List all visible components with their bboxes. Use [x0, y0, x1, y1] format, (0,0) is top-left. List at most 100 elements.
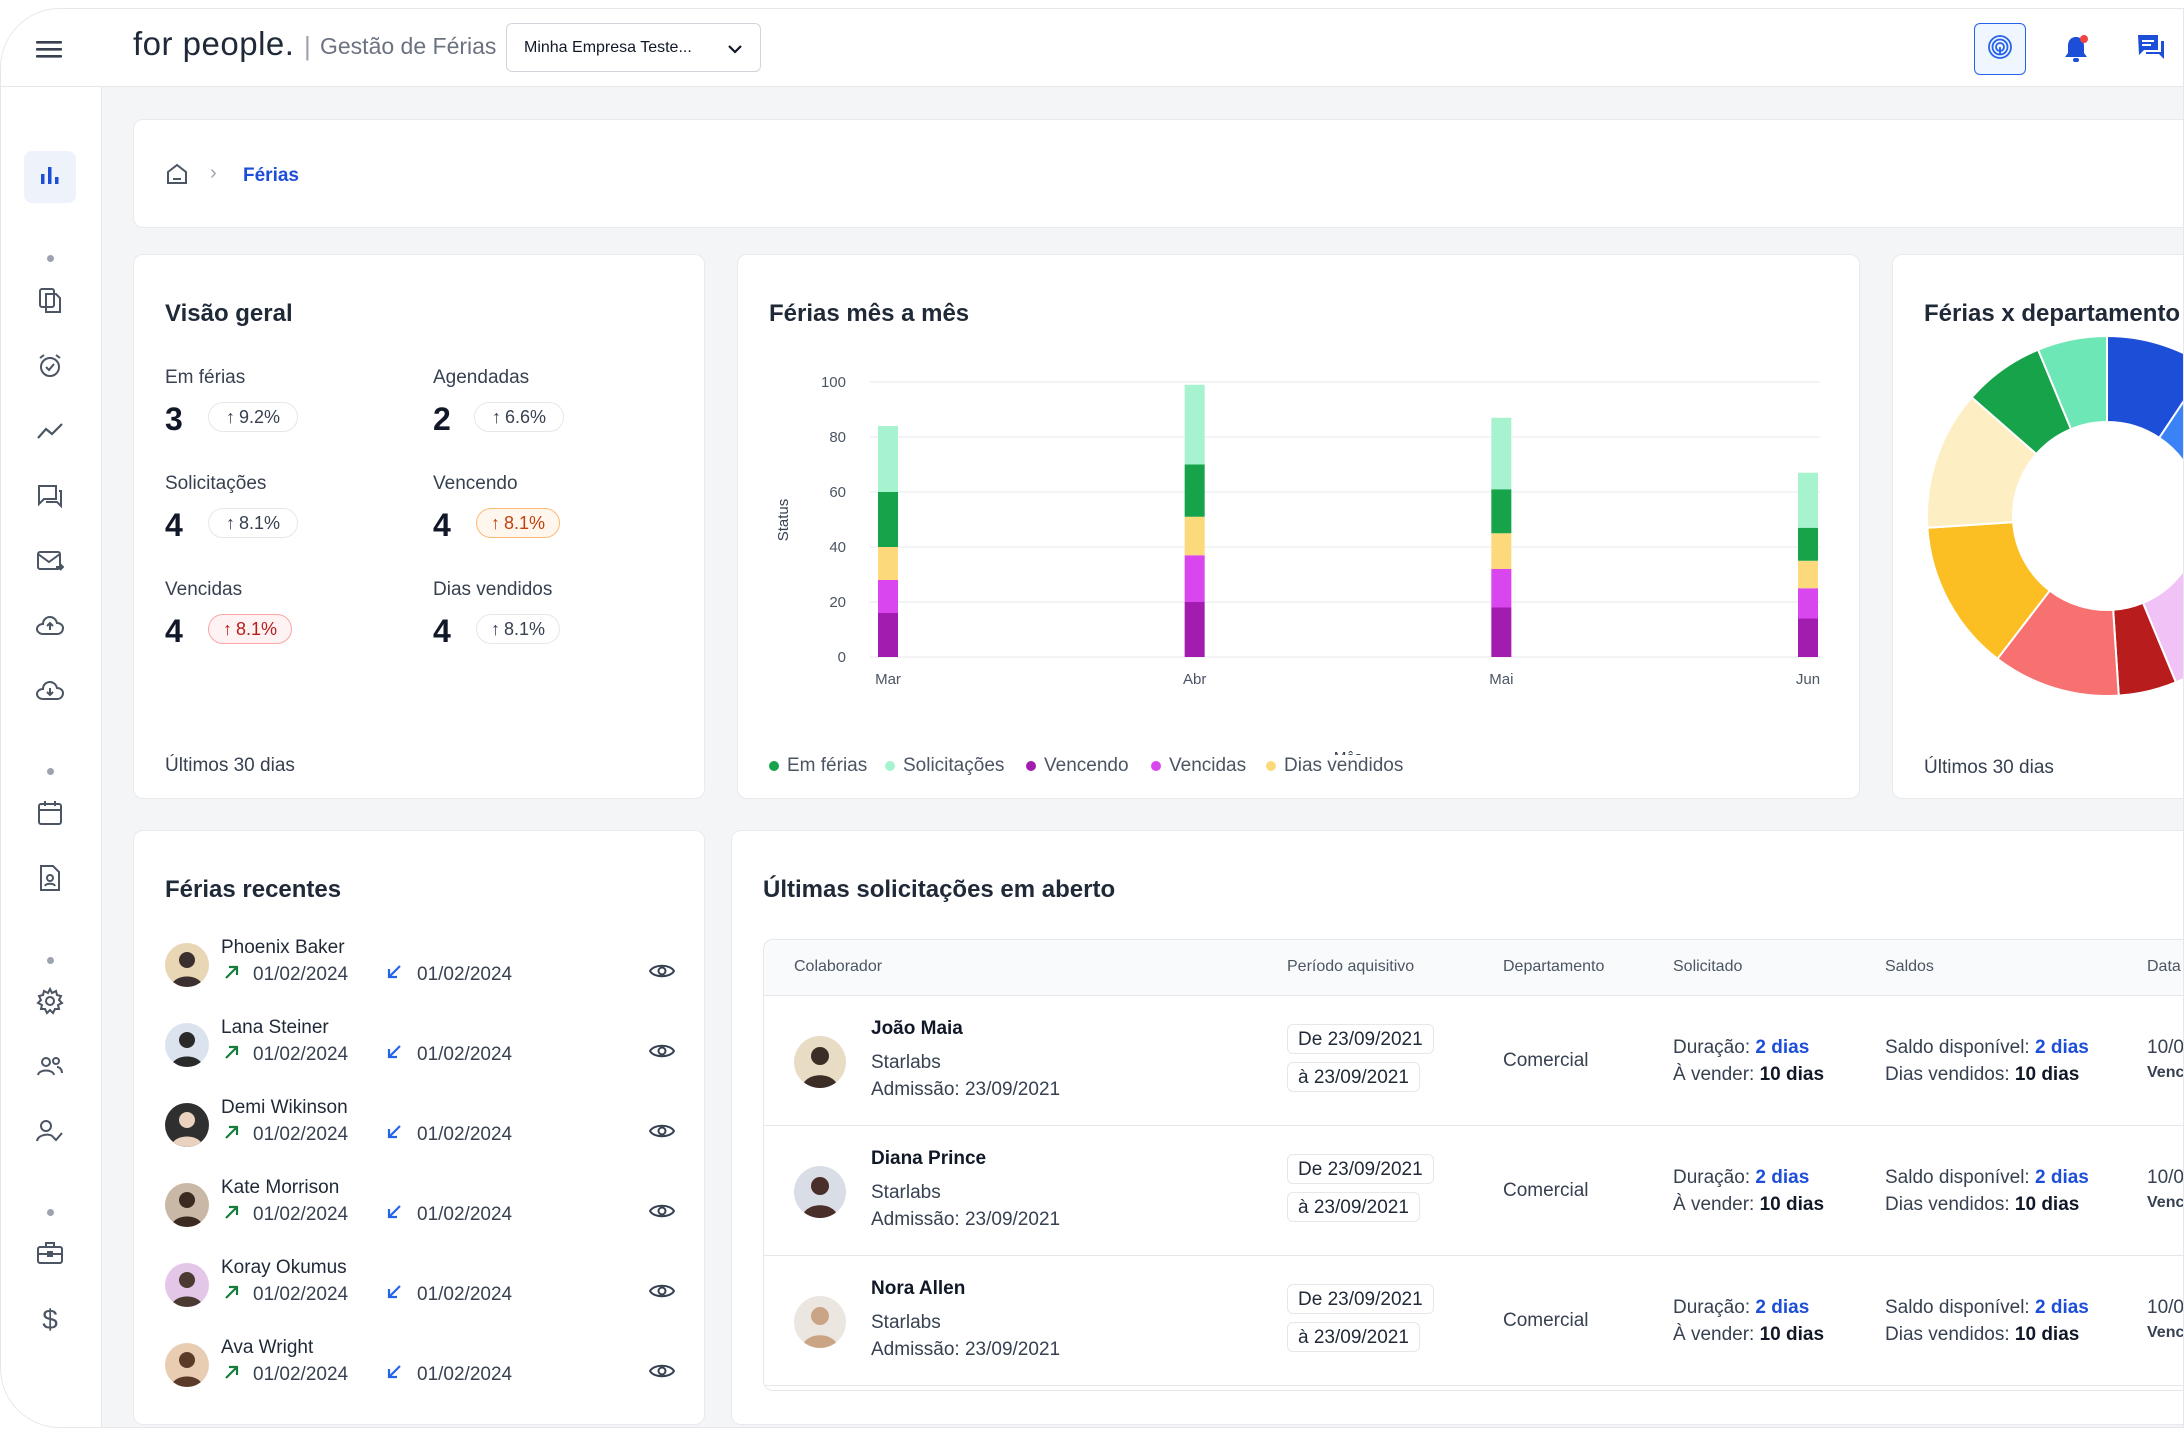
- bar-segment: [1184, 602, 1205, 657]
- sidebar-item-documents[interactable]: [27, 280, 73, 326]
- bar-segment: [878, 492, 898, 547]
- menu-icon[interactable]: [31, 31, 67, 67]
- sold-value: 10 dias: [2014, 1194, 2080, 1215]
- bar-segment: [1798, 527, 1818, 561]
- period-from: De 23/09/2021: [1287, 1024, 1434, 1054]
- overview-title: Visão geral: [165, 300, 293, 327]
- column-header[interactable]: Departamento: [1503, 958, 1605, 975]
- arrow-up-icon: ↑: [225, 512, 235, 533]
- eye-icon[interactable]: [648, 1201, 677, 1225]
- legend-dot: [1026, 761, 1036, 771]
- sidebar-separator: [47, 255, 54, 262]
- sold-days: Dias vendidos: 10 dias: [1885, 1064, 2079, 1086]
- eye-icon[interactable]: [648, 1281, 677, 1305]
- sidebar-item-settings[interactable]: [27, 980, 73, 1026]
- notifications-button[interactable]: [2056, 31, 2096, 71]
- documents-icon: [37, 287, 63, 320]
- sidebar-item-download[interactable]: [27, 670, 73, 716]
- bar-segment: [1184, 555, 1205, 602]
- requested-duration: Duração: 2 dias: [1673, 1037, 1809, 1059]
- employee-name: Demi Wikinson: [221, 1097, 348, 1118]
- sidebar-item-calendar[interactable]: [27, 792, 73, 838]
- open-requests-title: Últimas solicitações em aberto: [763, 876, 1116, 903]
- department-chart-title: Férias x departamento: [1924, 300, 2181, 327]
- sidebar-separator: [47, 768, 54, 775]
- start-date: 01/02/2024: [253, 1284, 349, 1305]
- eye-icon[interactable]: [648, 1121, 677, 1145]
- stat-change-badge: ↑ 9.2%: [208, 402, 298, 432]
- company-select-value: Minha Empresa Teste...: [524, 39, 692, 56]
- breadcrumb-current[interactable]: Férias: [243, 165, 299, 186]
- donut-chart: [1926, 335, 2183, 697]
- arrow-down-left-icon: [384, 962, 404, 987]
- open-requests-card: Últimas solicitações em aberto Colaborad…: [731, 830, 2184, 1425]
- arrow-up-icon: ↑: [490, 512, 500, 533]
- bar-segment: [878, 580, 898, 613]
- start-date: 01/02/2024: [253, 964, 349, 985]
- fingerprint-button[interactable]: [1974, 23, 2026, 75]
- alarm-clock-icon: [36, 352, 64, 385]
- table-row[interactable]: Nora Allen Starlabs Admissão: 23/09/2021 De…: [764, 1256, 2183, 1386]
- balance-label: Saldo disponível:: [1885, 1037, 2030, 1058]
- duration-value: 2 dias: [1755, 1167, 1810, 1188]
- sidebar-separator: [47, 957, 54, 964]
- user-document-icon: [38, 864, 62, 897]
- list-item: Lana Steiner 01/02/2024 01/02/2024: [134, 1017, 704, 1087]
- sidebar-item-briefcase[interactable]: [27, 1232, 73, 1278]
- sold-days: Dias vendidos: 10 dias: [1885, 1324, 2079, 1346]
- end-date: 01/02/2024: [417, 1044, 513, 1065]
- period-to: à 23/09/2021: [1287, 1062, 1420, 1092]
- sold-label: Dias vendidos:: [1885, 1324, 2010, 1345]
- duration-value: 2 dias: [1755, 1037, 1810, 1058]
- bar-segment: [878, 613, 898, 657]
- sidebar-item-finance[interactable]: $: [27, 1297, 73, 1343]
- sidebar-item-messages[interactable]: [27, 475, 73, 521]
- app-frame: for people. | Gestão de Férias Minha Emp…: [0, 8, 2184, 1428]
- sidebar-item-trends[interactable]: [27, 410, 73, 456]
- sidebar-item-dashboard[interactable]: [24, 151, 76, 203]
- sidebar-item-mail[interactable]: [27, 540, 73, 586]
- eye-icon[interactable]: [648, 961, 677, 985]
- monthly-chart-title: Férias mês a mês: [769, 300, 970, 327]
- donut-slice: [2157, 400, 2183, 463]
- duration-label: Duração:: [1673, 1037, 1751, 1058]
- sidebar-item-profile-doc[interactable]: [27, 857, 73, 903]
- sidebar-item-alarm[interactable]: [27, 345, 73, 391]
- sell-label: À vender:: [1673, 1064, 1755, 1085]
- duration-label: Duração:: [1673, 1167, 1751, 1188]
- stat-change-badge: ↑ 8.1%: [476, 508, 560, 538]
- column-header[interactable]: Período aquisitivo: [1287, 958, 1415, 975]
- arrow-up-right-icon: [222, 1282, 242, 1307]
- column-header[interactable]: Saldos: [1885, 958, 1934, 975]
- eye-icon[interactable]: [648, 1041, 677, 1065]
- cloud-upload-icon: [35, 614, 65, 643]
- column-header[interactable]: Colaborador: [794, 958, 883, 975]
- sidebar-item-users[interactable]: [27, 1045, 73, 1091]
- column-header[interactable]: Solicitado: [1673, 958, 1743, 975]
- eye-icon[interactable]: [648, 1361, 677, 1385]
- employee-admission: Admissão: 23/09/2021: [871, 1209, 1061, 1230]
- sold-days: Dias vendidos: 10 dias: [1885, 1194, 2079, 1216]
- table-row[interactable]: Diana Prince Starlabs Admissão: 23/09/2021…: [764, 1126, 2183, 1256]
- fingerprint-icon: [1986, 33, 2014, 66]
- messages-button[interactable]: [2129, 29, 2173, 69]
- column-header[interactable]: Data: [2147, 958, 2181, 975]
- department-chart-card: Férias x departamento Últimos 30 dias: [1892, 254, 2183, 799]
- sidebar-item-upload[interactable]: [27, 605, 73, 651]
- legend-label: Dias vendidos: [1284, 755, 1404, 776]
- sold-value: 10 dias: [2014, 1324, 2080, 1345]
- avatar: [165, 1023, 209, 1067]
- dollar-icon: $: [42, 1304, 58, 1335]
- sell-value: 10 dias: [1759, 1194, 1825, 1215]
- legend-dot: [1266, 761, 1276, 771]
- start-date: 01/02/2024: [253, 1364, 349, 1385]
- stat-value: 3: [165, 401, 183, 437]
- table-row[interactable]: João Maia Starlabs Admissão: 23/09/2021 De …: [764, 996, 2184, 1126]
- legend-dot: [769, 761, 779, 771]
- company-select[interactable]: Minha Empresa Teste...: [506, 23, 761, 72]
- legend-item: Dias vendidos: [1266, 755, 1403, 777]
- employee-company: Starlabs: [871, 1052, 941, 1073]
- sidebar-item-user-check[interactable]: [27, 1110, 73, 1156]
- home-icon[interactable]: [164, 161, 190, 187]
- request-date-status: Venc: [2147, 1064, 2184, 1081]
